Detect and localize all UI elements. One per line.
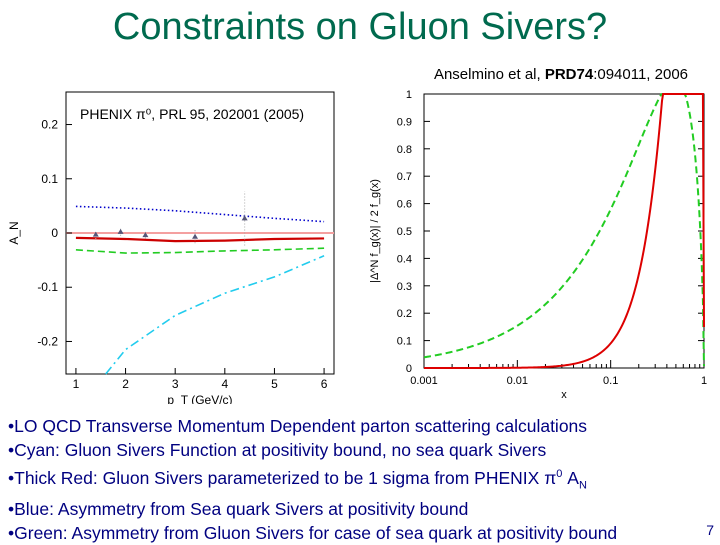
- data-point: [142, 232, 149, 238]
- bullet-tail: A: [562, 467, 579, 488]
- series-line: [423, 93, 705, 369]
- slide-title: Constraints on Gluon Sivers?: [112, 6, 608, 48]
- y-tick-label: 0.2: [41, 118, 58, 132]
- data-point: [241, 215, 248, 221]
- y-tick-label: 0.7: [397, 171, 412, 183]
- data-point: [117, 228, 124, 234]
- x-tick-label: 4: [221, 377, 228, 391]
- citation-authors: Anselmino et al,: [433, 66, 545, 83]
- y-tick-label: 0.1: [397, 336, 412, 348]
- phenix-plot-label: PHENIX π⁰, PRL 95, 202001 (2005): [80, 106, 305, 122]
- bullet-item: •Cyan: Gluon Sivers Function at positivi…: [8, 438, 720, 462]
- y-tick-label: 0: [406, 363, 412, 375]
- x-tick-label: 2: [122, 377, 129, 391]
- y-tick-label: -0.1: [37, 280, 58, 294]
- citation-reference: :094011, 2006: [593, 66, 688, 83]
- y-tick-label: 1: [406, 89, 412, 101]
- x-axis-label: p_T (GeV/c): [167, 393, 232, 404]
- series-line: [75, 236, 325, 243]
- y-tick-label: 0: [51, 226, 58, 240]
- x-tick-label: 1: [701, 375, 707, 387]
- series-line: [105, 255, 325, 375]
- gluon-sivers-chart: 0 0.1 0.2 0.3 0.4 0.5 0.6 0.7 0.8 0.9 1 0.001 0.01 0.…: [369, 89, 707, 401]
- citation-journal: PRD74: [544, 66, 594, 83]
- citation: Anselmino et al, PRD74:094011, 2006: [434, 66, 688, 83]
- y-tick-label: 0.1: [41, 172, 58, 186]
- an-vs-pt-chart: 1 2 3 4 5 6 -0.2 -0.1 0 0.1 0.2 p_T (GeV/c) A_N: [7, 91, 335, 404]
- y-axis-label: A_N: [7, 221, 21, 244]
- y-tick-label: 0.8: [397, 144, 412, 156]
- x-tick-label: 0.1: [603, 375, 618, 387]
- plot-frame: [423, 93, 705, 369]
- y-tick-label: 0.4: [397, 253, 412, 265]
- page-number: 7: [706, 522, 714, 538]
- y-tick-label: 0.9: [397, 116, 412, 128]
- bullet-text: •LO QCD Transverse Momentum Dependent pa…: [8, 416, 588, 436]
- x-axis-label: x: [561, 389, 567, 401]
- bullet-item: •Thick Red: Gluon Sivers parameterized t…: [8, 462, 720, 497]
- bullet-text: •Cyan: Gluon Sivers Function at positivi…: [8, 440, 547, 460]
- bullet-subscript: N: [578, 479, 587, 492]
- y-tick-label: -0.2: [37, 334, 58, 348]
- bullet-item: •LO QCD Transverse Momentum Dependent pa…: [8, 414, 720, 438]
- y-axis-label: |Δ^N f_g(x)| / 2 f_g(x): [369, 179, 381, 283]
- y-tick-label: 0.3: [397, 281, 412, 293]
- x-tick-label: 0.001: [410, 375, 438, 387]
- y-tick-label: 0.5: [397, 226, 412, 238]
- x-tick-label: 6: [321, 377, 328, 391]
- data-point: [192, 233, 199, 239]
- bullet-text: •Green: Asymmetry from Gluon Sivers for …: [8, 523, 618, 544]
- data-point: [92, 231, 99, 237]
- series-line: [75, 205, 325, 223]
- y-tick-label: 0.6: [397, 199, 412, 211]
- x-tick-label: 1: [73, 377, 80, 391]
- bullet-text: •Blue: Asymmetry from Sea quark Sivers a…: [8, 499, 469, 520]
- x-tick-label: 5: [271, 377, 278, 391]
- bullet-item: •Blue: Asymmetry from Sea quark Sivers a…: [8, 497, 720, 521]
- y-tick-label: 0.2: [397, 308, 412, 320]
- x-tick-label: 3: [172, 377, 179, 391]
- bullet-superscript: 0: [556, 468, 563, 480]
- bullet-list: •LO QCD Transverse Momentum Dependent pa…: [8, 414, 720, 545]
- series-line: [75, 247, 325, 254]
- bullet-item: •Green: Asymmetry from Gluon Sivers for …: [8, 521, 720, 545]
- series-line: [423, 93, 705, 366]
- x-tick-label: 0.01: [507, 375, 528, 387]
- bullet-text: •Thick Red: Gluon Sivers parameterized t…: [8, 467, 557, 488]
